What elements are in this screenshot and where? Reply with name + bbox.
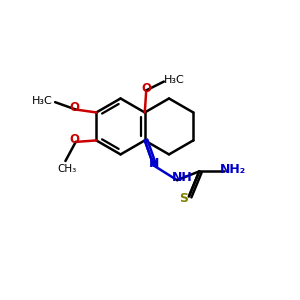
- Text: NH: NH: [172, 171, 193, 184]
- Text: O: O: [69, 101, 79, 114]
- Text: H₃C: H₃C: [164, 75, 184, 85]
- Text: CH₃: CH₃: [57, 164, 76, 174]
- Text: N: N: [149, 157, 159, 170]
- Text: O: O: [142, 82, 152, 94]
- Text: O: O: [69, 133, 79, 146]
- Text: NH₂: NH₂: [220, 164, 246, 176]
- Text: H₃C: H₃C: [32, 96, 53, 106]
- Text: S: S: [179, 192, 188, 205]
